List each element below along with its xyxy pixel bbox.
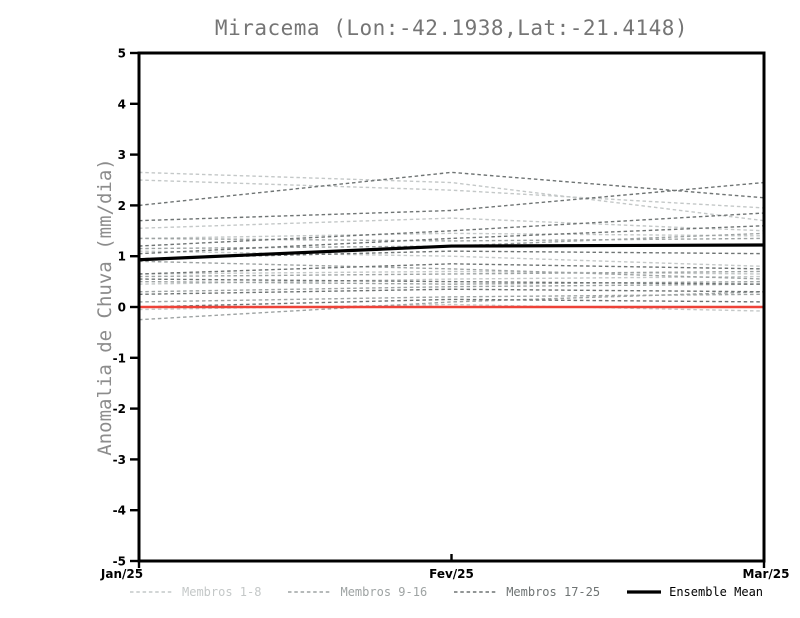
member-line [138, 278, 765, 285]
legend-label: Membros 1-8 [182, 585, 262, 599]
legend-item: Membros 17-25 [454, 585, 600, 599]
x-tick-label: Jan/25 [100, 567, 143, 581]
y-tick-label: 2 [118, 199, 126, 213]
member-line [138, 225, 765, 255]
member-line [138, 263, 765, 275]
member-line [138, 270, 765, 278]
member-line [138, 283, 765, 293]
member-line [138, 260, 765, 280]
chart-title: Miracema (Lon:-42.1938,Lat:-21.4148) [214, 16, 689, 40]
y-tick-label: -2 [113, 402, 126, 416]
legend-line-sample [627, 590, 662, 594]
ensemble-mean-line [138, 243, 765, 262]
member-line [138, 232, 765, 250]
y-tick-label: 4 [118, 97, 126, 111]
member-line [138, 298, 765, 308]
x-tick-label: Mar/25 [742, 567, 789, 581]
member-line [138, 250, 765, 268]
legend-item: Ensemble Mean [627, 585, 763, 599]
member-line [138, 280, 765, 285]
y-tick-label: 5 [118, 47, 126, 61]
legend-item: Membros 1-8 [130, 585, 261, 599]
member-line [138, 217, 765, 232]
y-tick-label: -4 [113, 504, 126, 518]
member-line [138, 179, 765, 209]
member-line [138, 232, 765, 240]
x-tick-label: Fev/25 [429, 567, 474, 581]
member-line [138, 181, 765, 222]
legend-label: Ensemble Mean [669, 585, 764, 599]
y-tick-label: 1 [118, 250, 126, 264]
y-tick-label: 0 [118, 301, 126, 315]
y-tick-label: -1 [113, 351, 126, 365]
y-tick-label: 3 [118, 148, 126, 162]
member-line [138, 212, 765, 247]
member-line [138, 270, 765, 275]
legend-line-sample [130, 591, 174, 593]
member-line [138, 171, 765, 222]
legend-line-sample [454, 591, 499, 593]
y-tick-label: -3 [113, 453, 126, 467]
member-line [138, 237, 765, 242]
member-line [138, 288, 765, 295]
legend-line-sample [288, 591, 333, 593]
legend-item: Membros 9-16 [288, 585, 427, 599]
member-line [138, 171, 765, 207]
legend-label: Membros 9-16 [340, 585, 428, 599]
member-line [138, 293, 765, 303]
y-tick-label: -5 [113, 555, 126, 569]
legend-label: Membros 17-25 [506, 585, 601, 599]
legend: Membros 1-8 Membros 9-16 Membros 17-25 Ense… [130, 585, 790, 599]
